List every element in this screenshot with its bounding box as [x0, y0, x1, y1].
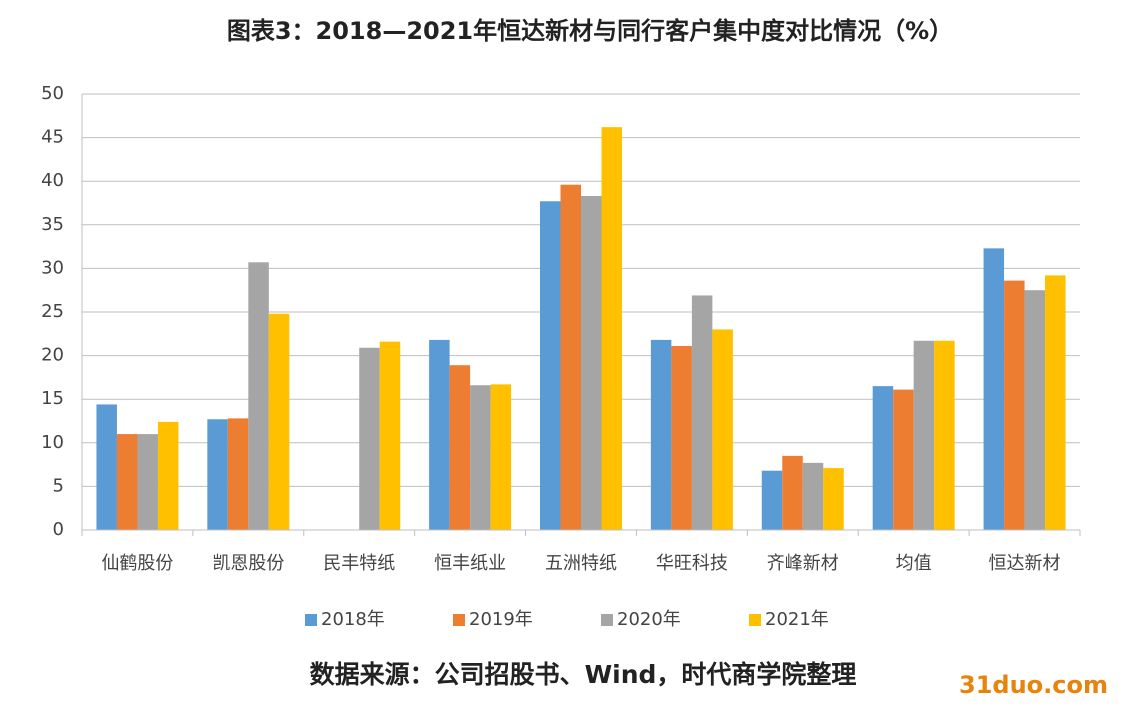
y-tick-label: 30 — [41, 257, 64, 278]
bar — [429, 339, 450, 530]
legend-swatch — [305, 614, 317, 626]
bar — [934, 340, 955, 530]
bar — [1004, 280, 1025, 530]
bar — [581, 196, 602, 531]
y-tick-label: 15 — [41, 388, 64, 409]
bar — [823, 468, 844, 530]
y-tick-label: 5 — [53, 475, 64, 496]
bar — [157, 421, 179, 530]
legend-label: 2018年 — [321, 609, 385, 630]
bar — [359, 347, 380, 530]
x-tick-label: 民丰特纸 — [323, 553, 395, 574]
legend-label: 2021年 — [765, 609, 829, 630]
x-tick-label: 齐峰新材 — [767, 553, 839, 574]
legend-label: 2019年 — [469, 609, 533, 630]
legend-label: 2020年 — [617, 609, 681, 630]
bar — [227, 418, 249, 530]
source-note: 数据来源：公司招股书、Wind，时代商学院整理 — [310, 660, 857, 689]
bar — [712, 329, 733, 530]
bar — [268, 313, 290, 530]
bar — [761, 470, 783, 530]
bar — [449, 365, 471, 530]
bar — [207, 419, 228, 530]
bar — [983, 248, 1005, 530]
chart-title: 图表3：2018—2021年恒达新材与同行客户集中度对比情况（%） — [227, 17, 953, 45]
x-tick-label: 仙鹤股份 — [101, 553, 173, 574]
bar — [893, 389, 914, 530]
y-tick-label: 10 — [41, 432, 64, 453]
x-tick-label: 凯恩股份 — [212, 553, 284, 574]
y-tick-label: 45 — [41, 127, 64, 148]
bar — [379, 341, 401, 530]
bar — [116, 434, 138, 530]
legend-swatch — [601, 614, 613, 626]
bar — [782, 455, 803, 530]
bar — [1045, 275, 1066, 530]
y-tick-label: 20 — [41, 345, 64, 366]
bar — [540, 201, 561, 531]
x-tick-label: 恒达新材 — [989, 553, 1061, 574]
legend-swatch — [453, 614, 465, 626]
bar — [872, 386, 894, 530]
y-tick-label: 25 — [41, 301, 64, 322]
bar — [802, 462, 824, 530]
bar — [248, 262, 269, 530]
bar — [671, 346, 692, 530]
bar — [913, 340, 935, 530]
x-tick-label: 华旺科技 — [656, 553, 728, 574]
x-tick-label: 均值 — [896, 553, 932, 574]
y-tick-label: 50 — [41, 83, 64, 104]
watermark: 31duo.com — [959, 671, 1108, 699]
bar — [490, 384, 512, 530]
bar — [650, 339, 672, 530]
y-tick-label: 35 — [41, 214, 64, 235]
bar — [470, 385, 491, 530]
y-tick-label: 0 — [53, 519, 64, 540]
bar — [1024, 290, 1046, 530]
legend-swatch — [749, 614, 761, 626]
bar — [560, 184, 581, 531]
bar — [601, 127, 622, 531]
x-tick-label: 五洲特纸 — [545, 553, 617, 574]
bar — [137, 434, 158, 530]
bar — [691, 295, 713, 530]
y-tick-label: 40 — [41, 170, 64, 191]
bar — [96, 404, 117, 530]
x-tick-label: 恒丰纸业 — [434, 553, 506, 574]
